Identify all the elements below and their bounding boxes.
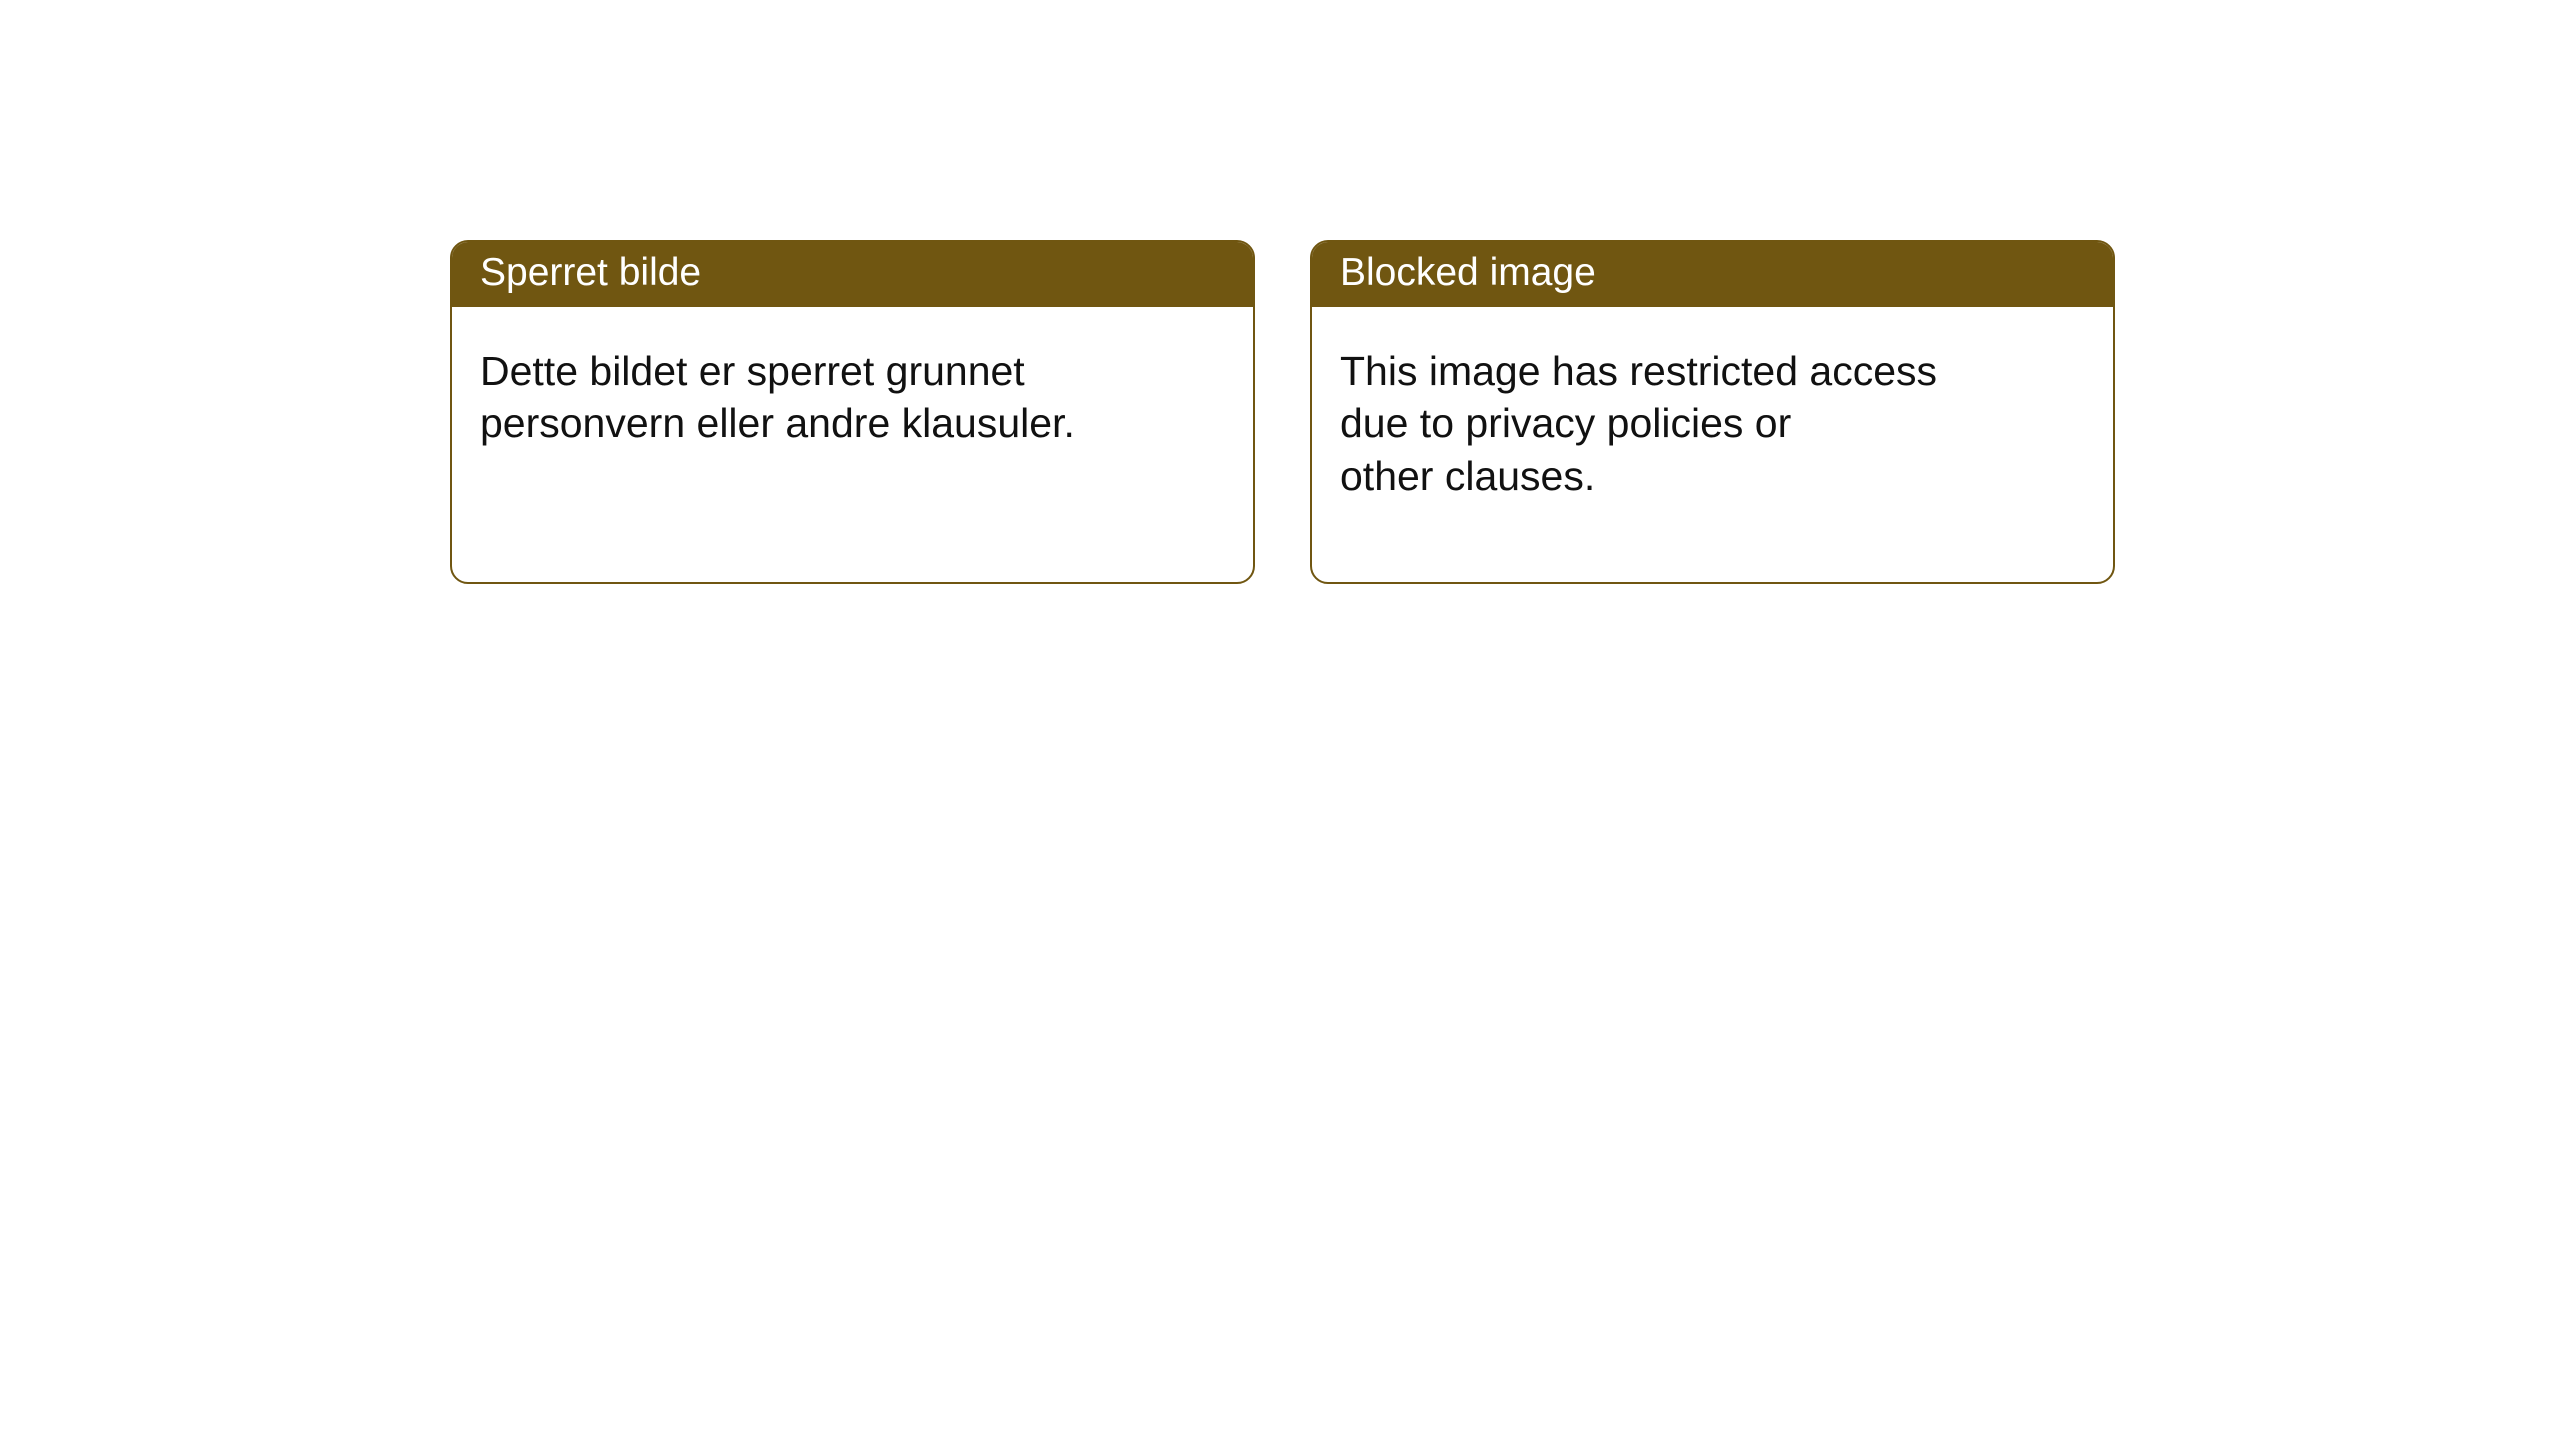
notice-body-no: Dette bildet er sperret grunnet personve… xyxy=(452,307,1253,577)
notice-card-en: Blocked image This image has restricted … xyxy=(1310,240,2115,584)
notice-body-line: Dette bildet er sperret grunnet xyxy=(480,345,1225,397)
notice-body-line: This image has restricted access xyxy=(1340,345,2085,397)
notice-body-en: This image has restricted access due to … xyxy=(1312,307,2113,582)
blocked-image-notice-container: Sperret bilde Dette bildet er sperret gr… xyxy=(450,240,2115,584)
notice-body-line: personvern eller andre klausuler. xyxy=(480,397,1225,449)
notice-card-no: Sperret bilde Dette bildet er sperret gr… xyxy=(450,240,1255,584)
notice-title-en: Blocked image xyxy=(1312,242,2113,307)
notice-body-line: other clauses. xyxy=(1340,450,2085,502)
notice-body-line: due to privacy policies or xyxy=(1340,397,2085,449)
notice-title-no: Sperret bilde xyxy=(452,242,1253,307)
